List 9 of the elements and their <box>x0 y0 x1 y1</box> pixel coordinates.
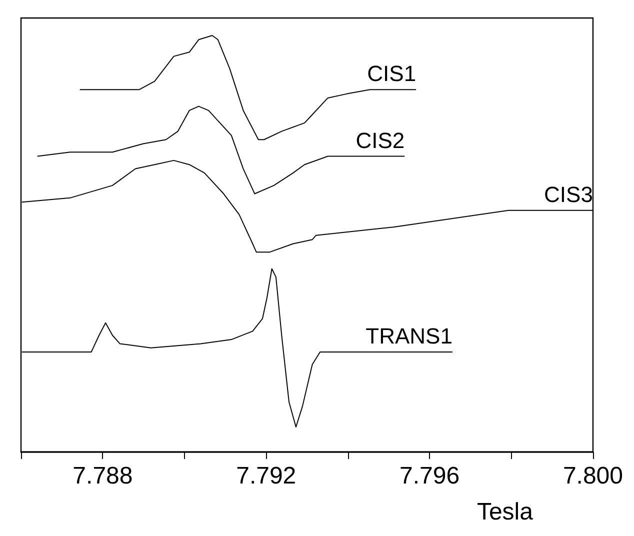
x-tick-label: 7.788 <box>72 462 133 490</box>
x-axis-title: Tesla <box>476 498 534 526</box>
series-label: TRANS1 <box>366 324 452 349</box>
x-tick-label: 7.792 <box>236 462 296 490</box>
x-tick-label: 7.800 <box>562 462 623 490</box>
series-label: CIS3 <box>544 182 593 207</box>
x-tick-label: 7.796 <box>400 462 460 490</box>
series-label: CIS1 <box>367 61 416 86</box>
series-label: CIS2 <box>356 128 405 153</box>
